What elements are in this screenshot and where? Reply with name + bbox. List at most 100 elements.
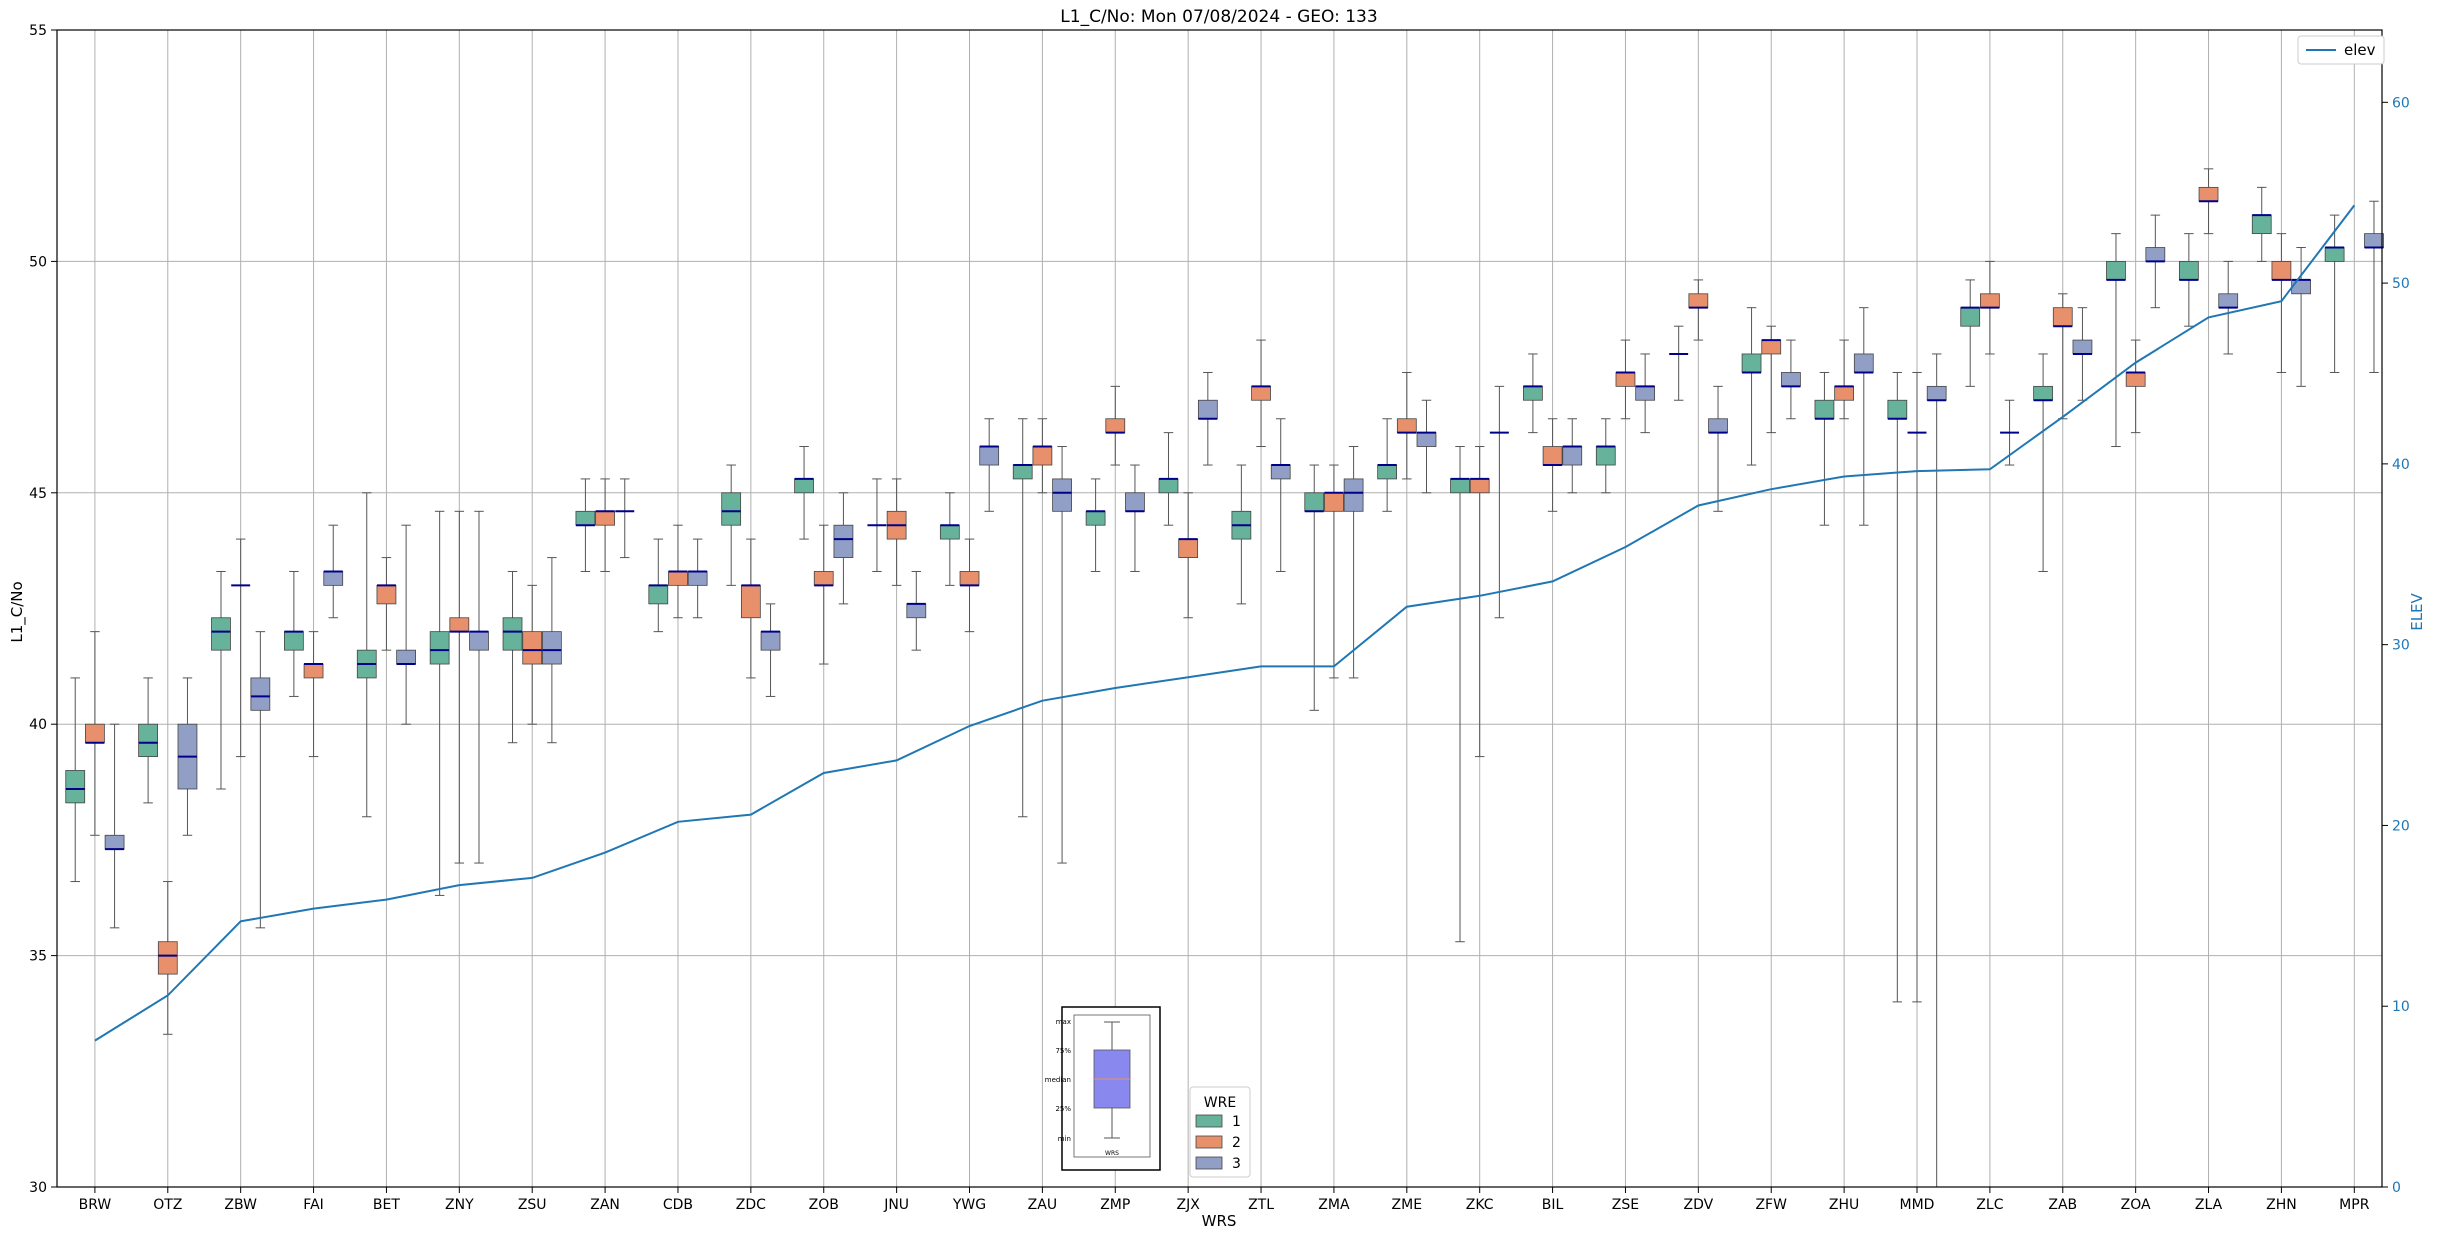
elev-legend-label: elev [2344,41,2376,59]
box-iqr [1596,447,1615,466]
box-iqr [722,493,741,525]
inset-key-label-q1: 25% [1055,1105,1071,1113]
wre-legend-label-2: 2 [1232,1135,1241,1151]
box-iqr [2252,215,2271,234]
box-iqr [212,618,231,650]
box-iqr [980,447,999,466]
x-tick-label-ZNY: ZNY [445,1197,474,1213]
box-iqr [576,511,595,525]
x-tick-label-ZOB: ZOB [809,1197,839,1213]
box-iqr [1252,386,1271,400]
x-tick-label-ZAB: ZAB [2048,1197,2077,1213]
box-iqr [1470,479,1489,493]
wre-legend-swatch-3 [1196,1157,1222,1169]
box-iqr [1159,479,1178,493]
box-iqr [2073,340,2092,354]
box-iqr [2219,294,2238,308]
x-axis-label: WRS [1202,1212,1237,1230]
x-tick-label-ZSU: ZSU [518,1197,547,1213]
x-tick-label-ZDC: ZDC [736,1197,766,1213]
y2-tick-label-40: 40 [2392,457,2410,473]
box-iqr [377,585,396,604]
x-tick-label-BET: BET [373,1197,400,1213]
box-iqr [1179,539,1198,558]
y2-tick-label-30: 30 [2392,638,2410,654]
box-iqr [2106,261,2125,280]
x-tick-label-BRW: BRW [79,1197,112,1213]
x-tick-label-ZMA: ZMA [1318,1197,1350,1213]
inset-key-xlabel: WRS [1105,1150,1119,1157]
wre-legend-title: WRE [1204,1095,1236,1111]
y-tick-label-55: 55 [29,23,47,39]
box-iqr [1106,419,1125,433]
wre-legend-swatch-1 [1196,1115,1222,1127]
inset-key-label-max: max [1056,1018,1071,1026]
x-tick-label-OTZ: OTZ [153,1197,182,1213]
box-iqr [450,618,469,632]
box-iqr [2199,187,2218,201]
y2-tick-label-0: 0 [2392,1180,2401,1196]
inset-key-label-q3: 75% [1055,1047,1071,1055]
box-iqr [1636,386,1655,400]
box-iqr [1013,465,1032,479]
x-tick-label-ZSE: ZSE [1612,1197,1639,1213]
y-tick-label-40: 40 [29,717,47,733]
y2-tick-label-10: 10 [2392,999,2410,1015]
box-iqr [761,632,780,651]
wre-legend-swatch-2 [1196,1136,1222,1148]
box-iqr [1762,340,1781,354]
box-iqr [251,678,270,710]
box-iqr [596,511,615,525]
box-iqr [668,571,687,585]
box-iqr [1781,372,1800,386]
box-iqr [1980,294,1999,308]
box-iqr [2272,261,2291,280]
box-iqr [2053,308,2072,327]
x-tick-label-MPR: MPR [2339,1197,2370,1213]
box-iqr [1854,354,1873,373]
box-iqr [1397,419,1416,433]
box-iqr [1742,354,1761,373]
x-tick-label-ZHN: ZHN [2266,1197,2297,1213]
box-iqr [1271,465,1290,479]
box-iqr [430,632,449,664]
y-axis-label: L1_C/No [8,581,27,642]
x-tick-label-ZTL: ZTL [1248,1197,1274,1213]
x-tick-label-ZME: ZME [1392,1197,1423,1213]
box-iqr [1378,465,1397,479]
box-iqr [2365,234,2384,248]
x-tick-label-ZKC: ZKC [1466,1197,1494,1213]
x-tick-label-ZLA: ZLA [2195,1197,2223,1213]
wre-legend-label-1: 1 [1232,1114,1241,1130]
box-iqr [2034,386,2053,400]
box-iqr [814,571,833,585]
box-iqr [688,571,707,585]
box-iqr [1305,493,1324,512]
y2-tick-label-50: 50 [2392,276,2410,292]
box-iqr [2146,248,2165,262]
box-iqr [1927,386,1946,400]
box-iqr [85,724,104,743]
box-iqr [2292,280,2311,294]
box-iqr [1523,386,1542,400]
x-tick-label-ZHU: ZHU [1829,1197,1859,1213]
x-tick-label-FAI: FAI [303,1197,323,1213]
box-iqr [66,770,85,802]
box-iqr [1198,400,1217,419]
wre-legend: WRE 1 2 3 [1190,1087,1250,1177]
box-iqr [960,571,979,585]
x-tick-label-ZOA: ZOA [2121,1197,2151,1213]
x-tick-label-JNU: JNU [883,1197,909,1213]
y-tick-label-35: 35 [29,949,47,965]
x-tick-label-ZBW: ZBW [224,1197,257,1213]
box-iqr [470,632,489,651]
box-iqr [834,525,853,557]
box-iqr [1053,479,1072,511]
box-iqr [284,632,303,651]
y-tick-label-45: 45 [29,486,47,502]
y-tick-label-50: 50 [29,254,47,270]
x-tick-label-MMD: MMD [1900,1197,1935,1213]
wre-legend-label-3: 3 [1232,1156,1241,1172]
box-iqr [542,632,561,664]
